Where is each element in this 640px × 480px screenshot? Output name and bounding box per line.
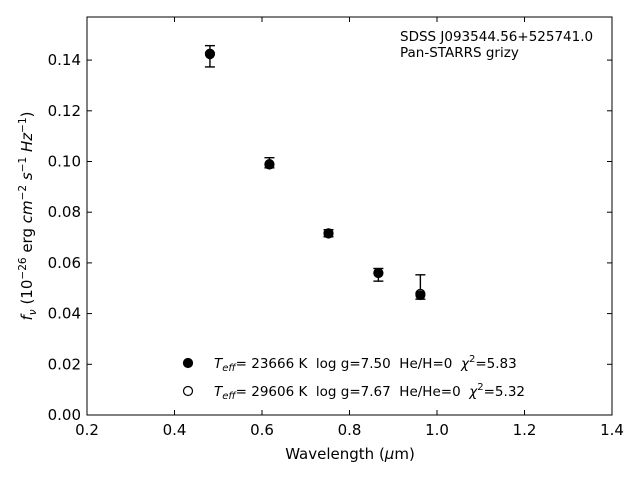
legend-label: Teff= 29606 K log g=7.67 He/He=0 χ2=5.32 [214,382,525,402]
y-axis-label: fν (10−26 erg cm−2 s−1 Hz−1) [17,112,39,321]
legend-entry: Teff= 29606 K log g=7.67 He/He=0 χ2=5.32 [182,382,525,402]
y-tick-label: 0.14 [48,51,81,69]
model-point-filled [264,159,275,170]
legend-marker-open [182,385,194,397]
y-tick-label: 0.02 [48,355,81,373]
y-tick-label: 0.10 [48,152,81,170]
legend: Teff= 23666 K log g=7.50 He/H=0 χ2=5.83 T… [182,354,525,402]
plot-content [204,44,426,301]
model-point-filled [204,49,215,60]
y-tick-label: 0.12 [48,102,81,120]
x-tick-label: 1.4 [600,421,624,439]
x-tick-label: 0.4 [163,421,187,439]
model-point-filled [373,268,384,279]
axes: 0.2 0.4 0.6 0.8 1.0 1.2 1.4 0.00 0.02 0.04 0.06 0.0… [48,16,624,439]
x-axis-label: Wavelength (μm) [285,445,415,463]
x-tick-label: 0.8 [338,421,362,439]
y-tick-label: 0.00 [48,406,81,424]
annotation-line-1: SDSS J093544.56+525741.0 [400,29,593,45]
y-tick-label: 0.04 [48,305,81,323]
y-tick-label: 0.06 [48,254,81,272]
legend-entry: Teff= 23666 K log g=7.50 He/H=0 χ2=5.83 [182,354,517,374]
annotation-line-2: Pan-STARRS grizy [400,45,519,61]
x-tick-label: 0.6 [250,421,274,439]
model-point-filled [415,290,426,301]
x-tick-label: 1.2 [513,421,537,439]
x-tick-label: 1.0 [425,421,449,439]
y-tick-label: 0.08 [48,203,81,221]
legend-label: Teff= 23666 K log g=7.50 He/H=0 χ2=5.83 [214,354,517,374]
legend-marker-filled [182,357,194,369]
model-point-filled [323,228,334,239]
x-tick-label: 0.2 [75,421,99,439]
